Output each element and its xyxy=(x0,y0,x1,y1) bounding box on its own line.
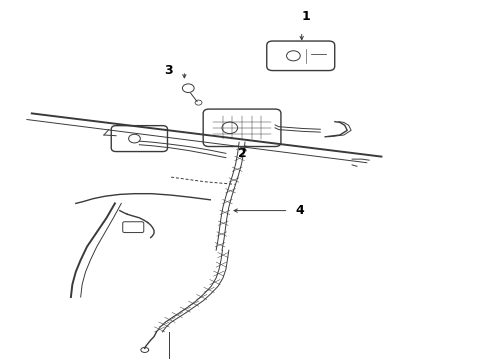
Text: 4: 4 xyxy=(295,204,304,217)
FancyBboxPatch shape xyxy=(266,41,334,71)
FancyBboxPatch shape xyxy=(111,126,167,152)
Text: 2: 2 xyxy=(237,147,246,159)
FancyBboxPatch shape xyxy=(203,109,280,147)
Text: 1: 1 xyxy=(301,10,309,23)
Text: 3: 3 xyxy=(164,64,173,77)
FancyBboxPatch shape xyxy=(122,222,143,233)
